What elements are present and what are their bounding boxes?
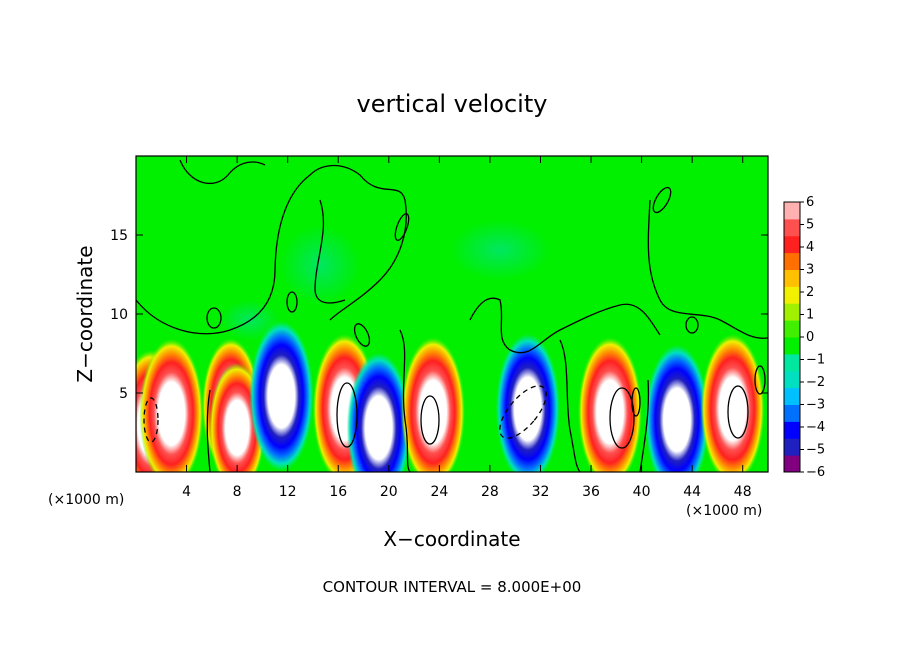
colorbar-tick-label: −3 [806,398,825,413]
chart-title: vertical velocity [357,90,548,118]
x-unit-label-left: (×1000 m) [48,492,124,508]
contour-line [206,389,211,472]
contour-loop [353,323,371,347]
updraft-cell [139,338,204,472]
x-tick-label: 16 [329,484,347,500]
contour-loop [499,385,547,439]
contour-lines [136,159,768,472]
colorbar-swatch [784,353,800,372]
colorbar-tick-label: 1 [806,308,814,323]
colorbar-swatch [784,455,800,473]
plot-area [136,156,768,472]
colorbar-swatch [784,404,800,422]
y-tick-label: 10 [110,307,128,323]
x-tick-label: 4 [182,484,191,500]
x-tick-label: 12 [279,484,297,500]
contour-line [136,164,407,335]
colorbar-swatch [784,438,800,456]
x-tick-label: 48 [734,484,752,500]
x-tick-label: 8 [233,484,242,500]
updraft-cell [578,336,642,472]
x-tick-label: 44 [683,484,701,500]
colorbar-tick-label: −1 [806,353,825,368]
x-tick-label: 32 [532,484,550,500]
colorbar-tick-label: 0 [806,330,814,345]
colorbar-swatch [784,202,800,220]
colorbar-swatch [784,320,800,338]
contour-line [639,379,650,472]
x-tick-label: 36 [582,484,600,500]
y-tick-label: 15 [110,228,128,244]
contour-interval-note: CONTOUR INTERVAL = 8.000E+00 [323,578,582,596]
x-unit-label-right: (×1000 m) [686,503,762,519]
contour-line [647,199,768,339]
contour-line [314,199,346,304]
colorbar-swatch [784,252,800,270]
colorbar-tick-label: 5 [806,218,814,233]
colorbar-tick-label: 6 [806,195,814,210]
colorbar-swatch [784,337,800,355]
contour-loop [420,395,440,445]
colorbar-swatch [784,286,800,304]
contour-loop [685,316,699,334]
colorbar-swatch [784,218,800,237]
colorbar-tick-label: 4 [806,240,814,255]
contour-loop [631,387,641,417]
colorbar-swatch [784,269,800,287]
colorbar-swatch [784,370,800,389]
contour-loop [727,385,749,439]
downdraft-cell [249,321,314,472]
colorbar-tick-label: −4 [806,420,825,435]
colorbar-tick-label: −2 [806,375,825,390]
contour-loop [336,382,358,448]
colorbar-swatch [784,303,800,321]
colorbar-swatch [784,421,800,439]
colorbar-tick-label: 2 [806,285,814,300]
colorbar-tick-label: 3 [806,263,814,278]
contour-loop [754,365,766,395]
contour-loop [609,387,635,449]
contour-loop [206,307,222,329]
upper-field-patch [280,225,360,305]
velocity-cells [136,321,765,472]
contour-line [399,329,411,472]
downdraft-cell [645,344,709,472]
contour-loop [652,186,672,214]
y-axis-label: Z−coordinate [73,245,97,382]
y-axis: 5 10 15 [110,228,768,402]
colorbar-swatch [784,235,800,254]
updraft-cell [401,336,466,472]
contour-loop [394,213,410,241]
x-tick-label: 20 [380,484,398,500]
x-tick-label: 40 [633,484,651,500]
colorbar-tick-label: −6 [806,465,825,480]
contour-loop [143,397,159,443]
x-tick-label: 28 [481,484,499,500]
x-tick-label: 24 [430,484,448,500]
x-axis: 4 8 12 16 20 24 28 32 36 40 44 48 [182,156,752,500]
contour-line [179,159,266,184]
y-tick-label: 5 [119,386,128,402]
contour-loop [286,291,298,313]
colorbar-swatch [784,387,800,405]
upper-field-patch [450,220,550,280]
colorbar-tick-label: −5 [806,443,825,458]
contour-line [559,339,581,472]
contour-line [469,297,661,354]
updraft-cell [700,333,765,472]
colorbar: 6 5 4 3 2 1 0 −1 −2 −3 −4 −5 −6 [783,195,825,480]
x-axis-label: X−coordinate [383,527,520,551]
downdraft-cell [346,352,411,472]
downdraft-cell [495,333,560,472]
